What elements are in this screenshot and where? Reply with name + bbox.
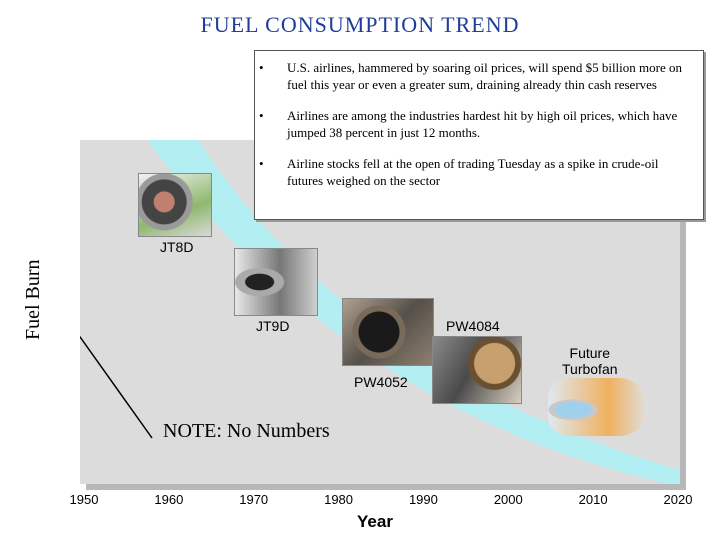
- engine-label-line: Future: [569, 345, 610, 361]
- x-tick-label: 2000: [493, 492, 523, 507]
- chart-title: FUEL CONSUMPTION TREND: [200, 12, 520, 37]
- callout-bullet-text: Airline stocks fell at the open of tradi…: [287, 156, 659, 188]
- engine-label-future-turbofan: Future Turbofan: [562, 345, 618, 377]
- engine-label-jt8d: JT8D: [160, 239, 194, 255]
- callout-bullet-text: Airlines are among the industries hardes…: [287, 108, 678, 140]
- fuel-burn-arrow: [80, 335, 153, 439]
- engine-label-jt9d: JT9D: [256, 318, 290, 334]
- engine-label-pw4052: PW4052: [354, 374, 408, 390]
- engine-label-line: Turbofan: [562, 361, 618, 377]
- pw4084-engine-image: [342, 298, 434, 366]
- news-callout-box: • U.S. airlines, hammered by soaring oil …: [254, 50, 704, 220]
- x-tick-label: 1950: [69, 492, 99, 507]
- x-axis-label: Year: [357, 512, 393, 531]
- x-tick-label: 1980: [324, 492, 354, 507]
- note-text: NOTE: No Numbers: [163, 420, 330, 442]
- jt8d-engine-image: [138, 173, 212, 237]
- x-tick-label: 2010: [578, 492, 608, 507]
- callout-bullet-item: • Airline stocks fell at the open of trad…: [255, 155, 691, 189]
- callout-bullet-text: U.S. airlines, hammered by soaring oil p…: [287, 60, 682, 92]
- x-tick-label: 1960: [154, 492, 184, 507]
- x-tick-label: 2020: [663, 492, 693, 507]
- x-tick-label: 1990: [408, 492, 438, 507]
- engine-label-pw4084: PW4084: [446, 318, 500, 334]
- bullet-glyph: •: [259, 156, 264, 171]
- bullet-glyph: •: [259, 60, 264, 75]
- callout-bullet-item: • Airlines are among the industries harde…: [255, 107, 691, 141]
- y-axis-label: Fuel Burn: [22, 259, 44, 340]
- x-tick-label: 1970: [239, 492, 269, 507]
- jt9d-engine-image: [234, 248, 318, 316]
- future-turbofan-image: [548, 378, 648, 436]
- callout-bullet-item: • U.S. airlines, hammered by soaring oil …: [255, 59, 691, 93]
- bullet-glyph: •: [259, 108, 264, 123]
- pw4052-engine-image: [432, 336, 522, 404]
